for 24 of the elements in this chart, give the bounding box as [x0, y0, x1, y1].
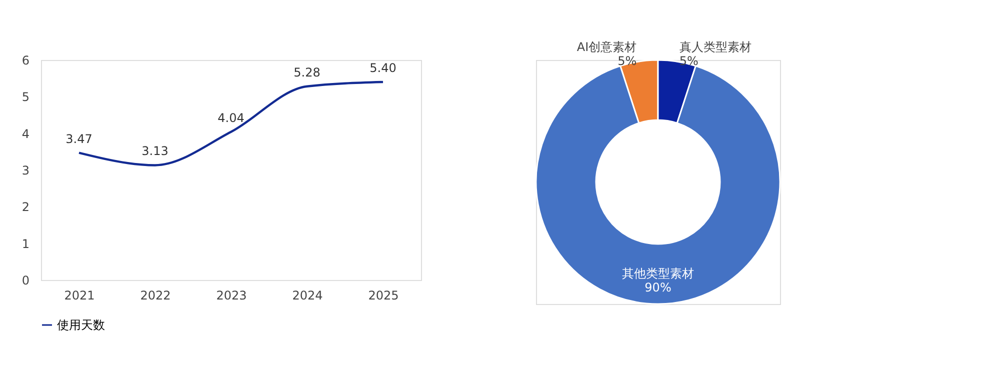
x-tick-label: 2022 — [140, 288, 171, 302]
text: 3.13 — [142, 144, 168, 158]
data-label: 5% — [679, 54, 698, 68]
y-tick-label: 3 — [22, 164, 30, 178]
y-tick-label: 1 — [22, 236, 30, 251]
y-tick-label: 6 — [22, 54, 30, 68]
x-tick-label: 2025 — [368, 288, 399, 302]
text: 3.47 — [66, 132, 92, 146]
x-tick-label: 2024 — [292, 288, 323, 302]
slice-label: 其他类型素材 — [622, 266, 694, 280]
x-tick-label: 2021 — [64, 288, 95, 302]
text: 4.04 — [218, 110, 244, 125]
legend-label: 使用天数 — [57, 318, 105, 332]
text: 5.28 — [294, 65, 320, 80]
y-tick-label: 5 — [22, 90, 30, 104]
slice-label: AI创意素材 — [576, 40, 637, 54]
y-tick-label: 2 — [22, 200, 30, 214]
data-label: 5% — [618, 54, 637, 68]
y-tick-label: 0 — [22, 274, 30, 288]
slice-label: 真人类型素材 — [679, 40, 752, 54]
x-tick-label: 2023 — [216, 288, 247, 302]
data-label: 90% — [644, 280, 672, 294]
text: 5.40 — [370, 61, 396, 75]
y-tick-label: 4 — [22, 126, 30, 141]
